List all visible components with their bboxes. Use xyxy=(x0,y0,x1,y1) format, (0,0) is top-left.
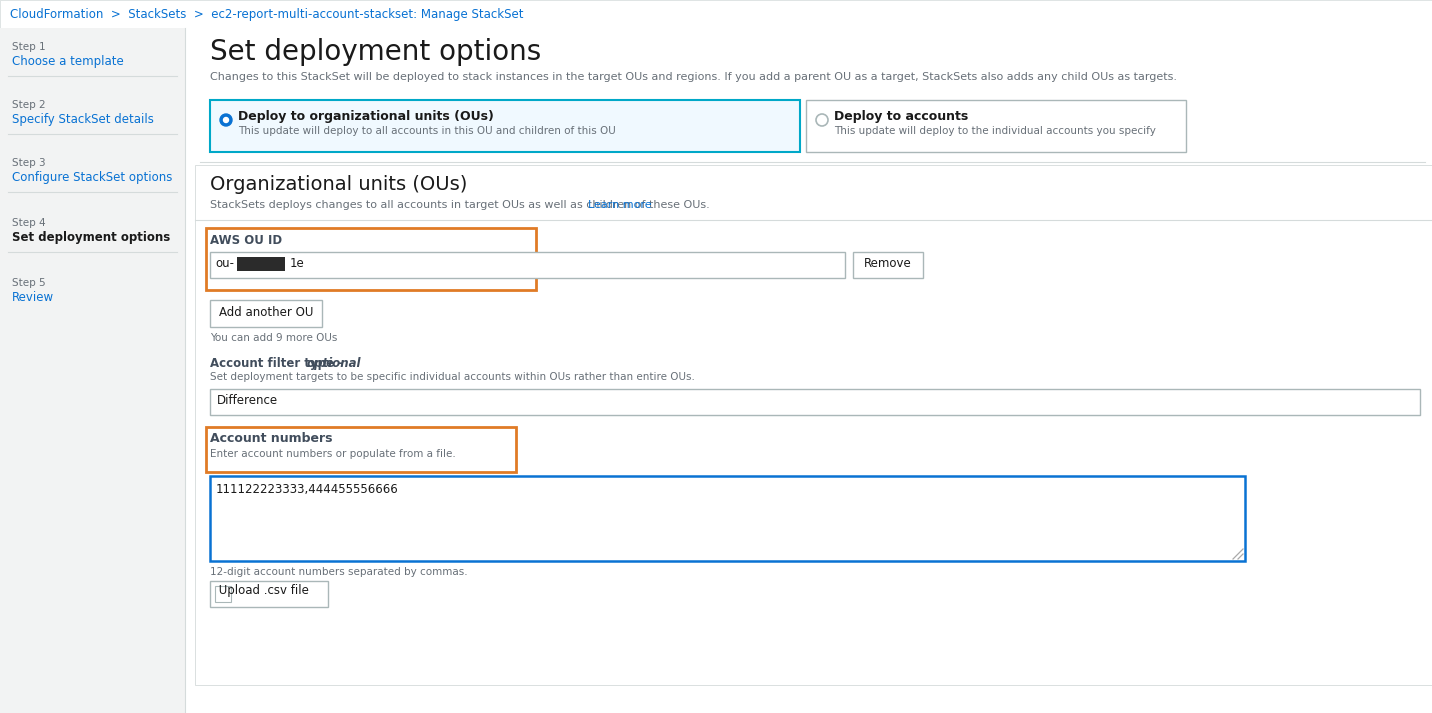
Text: Configure StackSet options: Configure StackSet options xyxy=(11,171,172,184)
Text: Step 4: Step 4 xyxy=(11,218,46,228)
Bar xyxy=(211,300,322,327)
Text: CloudFormation  >  StackSets  >  ec2-report-multi-account-stackset: Manage Stack: CloudFormation > StackSets > ec2-report-… xyxy=(10,8,524,21)
Text: Set deployment targets to be specific individual accounts within OUs rather than: Set deployment targets to be specific in… xyxy=(211,372,695,382)
Bar xyxy=(211,389,1421,415)
Bar xyxy=(206,427,516,472)
Bar xyxy=(238,257,285,271)
Text: Step 2: Step 2 xyxy=(11,100,46,110)
Bar xyxy=(211,252,845,278)
Text: Difference: Difference xyxy=(218,394,278,407)
Text: Set deployment options: Set deployment options xyxy=(211,38,541,66)
Text: Account numbers: Account numbers xyxy=(211,432,332,445)
Bar xyxy=(806,100,1186,152)
Text: Learn more: Learn more xyxy=(589,200,652,210)
Bar xyxy=(211,100,800,152)
Bar xyxy=(185,28,1432,713)
Bar xyxy=(853,252,924,278)
Circle shape xyxy=(223,118,229,123)
Text: AWS OU ID: AWS OU ID xyxy=(211,234,282,247)
Bar xyxy=(211,476,1244,561)
Bar xyxy=(0,28,185,713)
Text: 111122223333,444455556666: 111122223333,444455556666 xyxy=(216,483,398,496)
Text: Step 1: Step 1 xyxy=(11,42,46,52)
Text: optional: optional xyxy=(306,357,361,370)
Text: Review: Review xyxy=(11,291,54,304)
Text: You can add 9 more OUs: You can add 9 more OUs xyxy=(211,333,338,343)
Bar xyxy=(0,0,1432,28)
Text: Deploy to accounts: Deploy to accounts xyxy=(833,110,968,123)
Text: Deploy to organizational units (OUs): Deploy to organizational units (OUs) xyxy=(238,110,494,123)
Circle shape xyxy=(816,114,828,126)
Text: Remove: Remove xyxy=(863,257,912,270)
Text: Choose a template: Choose a template xyxy=(11,55,123,68)
Bar xyxy=(195,165,1432,685)
Text: Specify StackSet details: Specify StackSet details xyxy=(11,113,153,126)
Text: Add another OU: Add another OU xyxy=(219,306,314,319)
Bar xyxy=(206,228,536,290)
Text: This update will deploy to the individual accounts you specify: This update will deploy to the individua… xyxy=(833,126,1156,136)
Text: Set deployment options: Set deployment options xyxy=(11,231,170,244)
Circle shape xyxy=(221,114,232,126)
Text: Account filter type -: Account filter type - xyxy=(211,357,347,370)
Text: Organizational units (OUs): Organizational units (OUs) xyxy=(211,175,467,194)
Text: Step 3: Step 3 xyxy=(11,158,46,168)
Text: StackSets deploys changes to all accounts in target OUs as well as children of t: StackSets deploys changes to all account… xyxy=(211,200,710,210)
Text: Upload .csv file: Upload .csv file xyxy=(215,584,309,597)
Text: 12-digit account numbers separated by commas.: 12-digit account numbers separated by co… xyxy=(211,567,468,577)
Text: Step 5: Step 5 xyxy=(11,278,46,288)
Text: ou-: ou- xyxy=(215,257,233,270)
Bar xyxy=(215,586,231,602)
Text: 1e: 1e xyxy=(291,257,305,270)
Text: Changes to this StackSet will be deployed to stack instances in the target OUs a: Changes to this StackSet will be deploye… xyxy=(211,72,1177,82)
Bar xyxy=(211,581,328,607)
Text: Enter account numbers or populate from a file.: Enter account numbers or populate from a… xyxy=(211,449,455,459)
Text: This update will deploy to all accounts in this OU and children of this OU: This update will deploy to all accounts … xyxy=(238,126,616,136)
